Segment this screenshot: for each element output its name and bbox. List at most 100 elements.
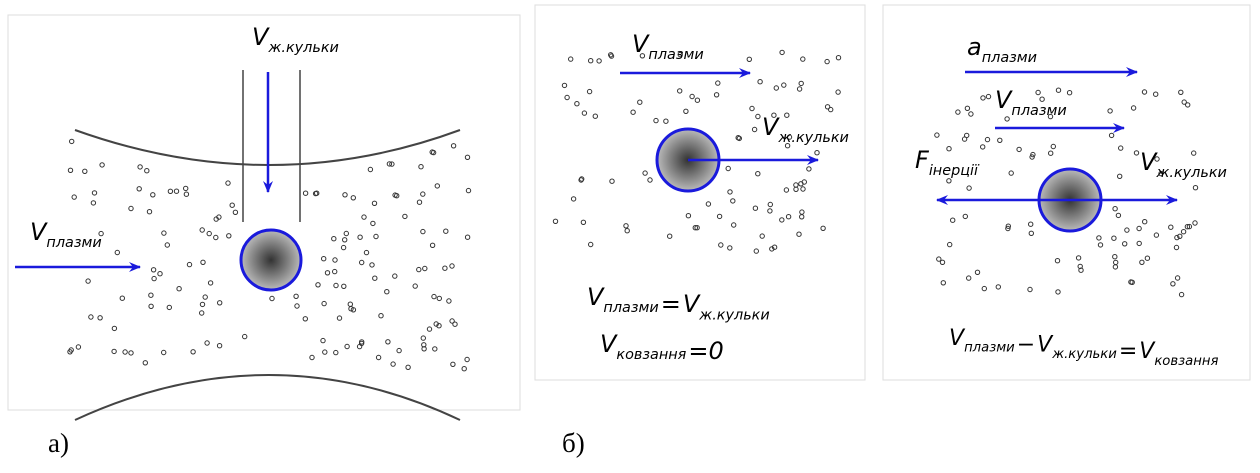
subscript: плазми xyxy=(1011,103,1066,119)
particle xyxy=(1168,224,1174,230)
label: Vж.кульки xyxy=(1140,148,1227,181)
particle xyxy=(200,259,206,265)
particle xyxy=(361,214,367,220)
particle xyxy=(309,354,315,361)
particle xyxy=(128,205,134,212)
particle xyxy=(1177,233,1183,240)
particle xyxy=(1170,281,1176,287)
subscript: плазми xyxy=(982,50,1037,66)
particle xyxy=(420,191,426,197)
particle xyxy=(344,343,350,350)
particle xyxy=(1178,89,1184,96)
particle xyxy=(137,164,143,170)
particle xyxy=(752,205,759,211)
particle xyxy=(1191,150,1197,156)
particle xyxy=(148,292,154,298)
particle xyxy=(1130,105,1137,111)
particle xyxy=(229,202,235,208)
particle xyxy=(1008,170,1014,176)
particle xyxy=(759,233,765,239)
symbol: V xyxy=(949,326,966,351)
particle xyxy=(385,339,391,345)
particle xyxy=(1154,156,1160,162)
label: Vплазми xyxy=(30,218,102,251)
particle xyxy=(436,295,442,302)
particle xyxy=(997,137,1003,144)
particle xyxy=(578,177,584,183)
subscript: ж.кульки xyxy=(1051,347,1117,362)
particle xyxy=(793,186,799,193)
particle xyxy=(190,349,196,355)
particle xyxy=(624,228,630,234)
particle xyxy=(1136,240,1142,247)
particle xyxy=(995,284,1001,290)
particle xyxy=(421,346,427,352)
particle xyxy=(642,170,648,176)
particle xyxy=(692,225,698,231)
subscript: інерції xyxy=(929,163,980,179)
particle xyxy=(216,343,223,349)
particle xyxy=(663,118,669,124)
particle xyxy=(166,304,173,311)
particle xyxy=(1112,264,1119,270)
particle xyxy=(461,366,467,372)
particle xyxy=(1028,221,1034,227)
particle xyxy=(128,350,134,356)
particle xyxy=(1054,258,1061,264)
particle xyxy=(373,233,379,240)
particle xyxy=(452,321,458,327)
particle xyxy=(1111,235,1117,241)
particle xyxy=(552,218,559,225)
particle xyxy=(940,280,946,286)
symbol: V xyxy=(995,86,1013,114)
particle xyxy=(749,105,755,112)
particle xyxy=(315,282,321,288)
particle xyxy=(1173,244,1180,251)
particle xyxy=(416,199,423,205)
particle xyxy=(232,209,239,216)
particle xyxy=(1136,225,1142,232)
particle xyxy=(98,230,104,237)
particle xyxy=(1158,170,1164,177)
particle xyxy=(727,245,733,251)
particle xyxy=(828,106,834,113)
particle xyxy=(1122,241,1128,247)
particle xyxy=(372,275,378,281)
particle xyxy=(1112,254,1118,260)
particle xyxy=(731,222,737,228)
particle xyxy=(68,347,74,353)
particle xyxy=(806,166,812,172)
particle xyxy=(934,132,940,138)
particle xyxy=(416,266,422,273)
particle xyxy=(1124,227,1130,233)
particle xyxy=(148,303,154,309)
label: Vплазми xyxy=(995,86,1067,119)
caption: а) xyxy=(48,428,69,458)
particle xyxy=(324,270,331,276)
particle xyxy=(75,344,82,350)
particle xyxy=(1005,223,1011,229)
particle xyxy=(405,364,411,370)
particle xyxy=(1029,154,1035,160)
operator: =0 xyxy=(688,337,723,365)
particle xyxy=(1077,263,1083,270)
particle xyxy=(321,256,327,262)
subscript: плазми xyxy=(964,341,1015,356)
particle xyxy=(746,56,752,62)
particle xyxy=(588,58,594,64)
particle xyxy=(946,146,952,152)
particle xyxy=(207,280,214,286)
particle xyxy=(1186,223,1193,230)
symbol: V xyxy=(252,23,270,51)
particle xyxy=(392,273,398,279)
particle xyxy=(947,241,953,248)
particle xyxy=(799,209,805,215)
particle xyxy=(1016,146,1022,153)
particle xyxy=(755,171,761,177)
particle xyxy=(798,181,804,187)
particle xyxy=(1184,224,1191,230)
particle xyxy=(1027,286,1033,293)
particle xyxy=(1192,185,1199,191)
particle xyxy=(609,178,615,184)
